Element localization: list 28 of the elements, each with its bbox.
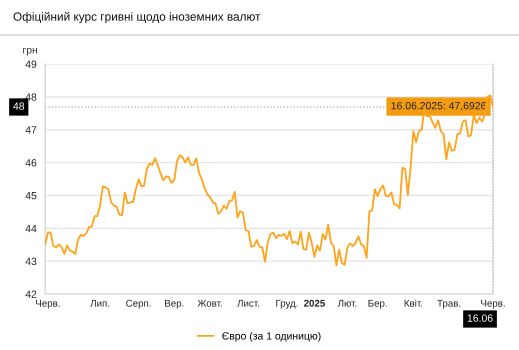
y-tick-label: 44 [25, 224, 37, 232]
y-tick-label: 45 [25, 192, 36, 200]
x-tick-label: 2025 [304, 300, 325, 307]
x-tick-label: Черв. [36, 300, 60, 309]
chart-title: Офіційний курс гривні щодо іноземних валют [14, 12, 260, 24]
x-tick-label: Бер. [368, 300, 387, 309]
x-tick-label: Серп. [126, 300, 151, 309]
x-tick-label: Лют. [338, 300, 356, 307]
y-tick-label: 49 [25, 60, 36, 68]
x-tick-label: Квіт. [404, 300, 422, 307]
y-axis-title: грн [23, 48, 38, 56]
x-tick-label: Лист. [237, 300, 259, 307]
legend-label: Євро (за 1 одиницю) [222, 332, 321, 342]
annotation: 16.06.2025: 47,6926 [392, 102, 486, 111]
y-tick-label: 43 [25, 258, 36, 266]
x-tick-label: Вер. [165, 300, 184, 309]
x-tick-label: Трав. [437, 300, 460, 309]
y-tick-label: 42 [25, 290, 36, 298]
x-tick-label: Груд. [276, 300, 298, 309]
x-tick-label: Черв. [481, 300, 505, 309]
ref-line-label: 48 [13, 102, 24, 110]
text: 16.06 [468, 314, 493, 322]
y-tick-label: 46 [25, 159, 36, 166]
x-tick-label: Жовт. [198, 300, 222, 307]
y-tick-label: 47 [25, 126, 36, 134]
y-tick-label: 48 [25, 93, 36, 101]
line-series [45, 94, 494, 266]
x-tick-label: Лип. [90, 300, 110, 307]
